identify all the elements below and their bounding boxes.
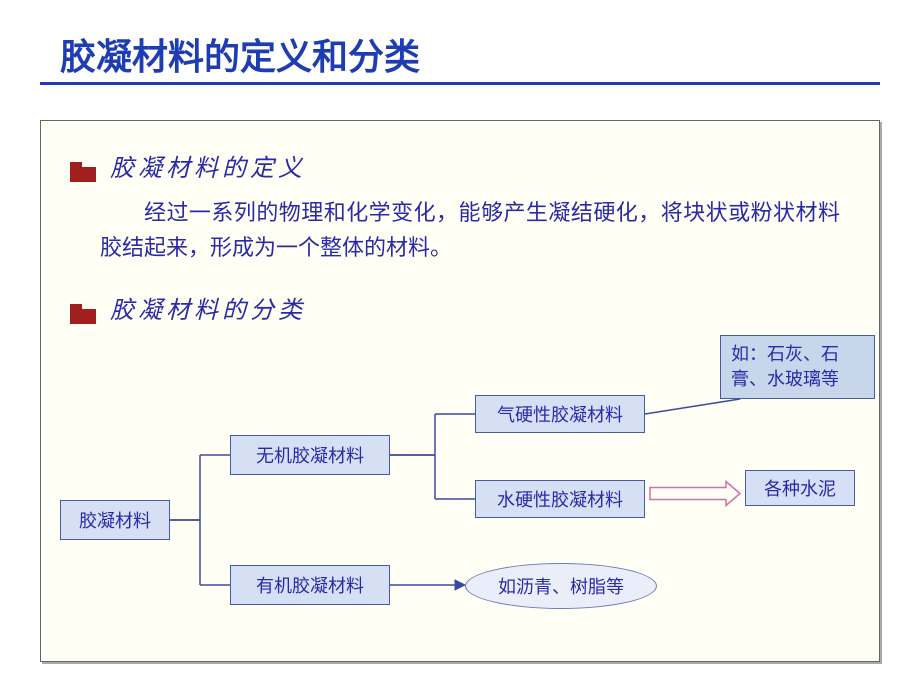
section-heading-1: 胶凝材料的定义: [110, 156, 306, 182]
diagram-node-resin: 如沥青、树脂等: [465, 563, 657, 609]
section-definition: 胶凝材料的定义: [70, 148, 306, 183]
folder-icon: [70, 162, 96, 182]
title-underline: [40, 82, 880, 85]
classification-diagram: 胶凝材料 无机胶凝材料有机胶凝材料 气硬性胶凝材料水硬性胶凝材料 如：石灰、石膏、水玻…: [40, 320, 880, 660]
diagram-node-callout: 如：石灰、石膏、水玻璃等: [720, 335, 875, 399]
diagram-node-org: 有机胶凝材料: [230, 565, 390, 605]
diagram-node-water: 水硬性胶凝材料: [475, 480, 645, 518]
page-title: 胶凝材料的定义和分类: [60, 28, 420, 80]
diagram-node-air: 气硬性胶凝材料: [475, 395, 645, 433]
diagram-node-inorg: 无机胶凝材料: [230, 435, 390, 475]
diagram-node-root: 胶凝材料: [60, 500, 170, 540]
diagram-node-cement: 各种水泥: [745, 470, 855, 506]
definition-body: 经过一系列的物理和化学变化，能够产生凝结硬化，将块状或粉状材料胶结起来，形成为一…: [100, 195, 840, 265]
slide: 胶凝材料的定义和分类 胶凝材料的定义 经过一系列的物理和化学变化，能够产生凝结硬…: [0, 0, 920, 690]
